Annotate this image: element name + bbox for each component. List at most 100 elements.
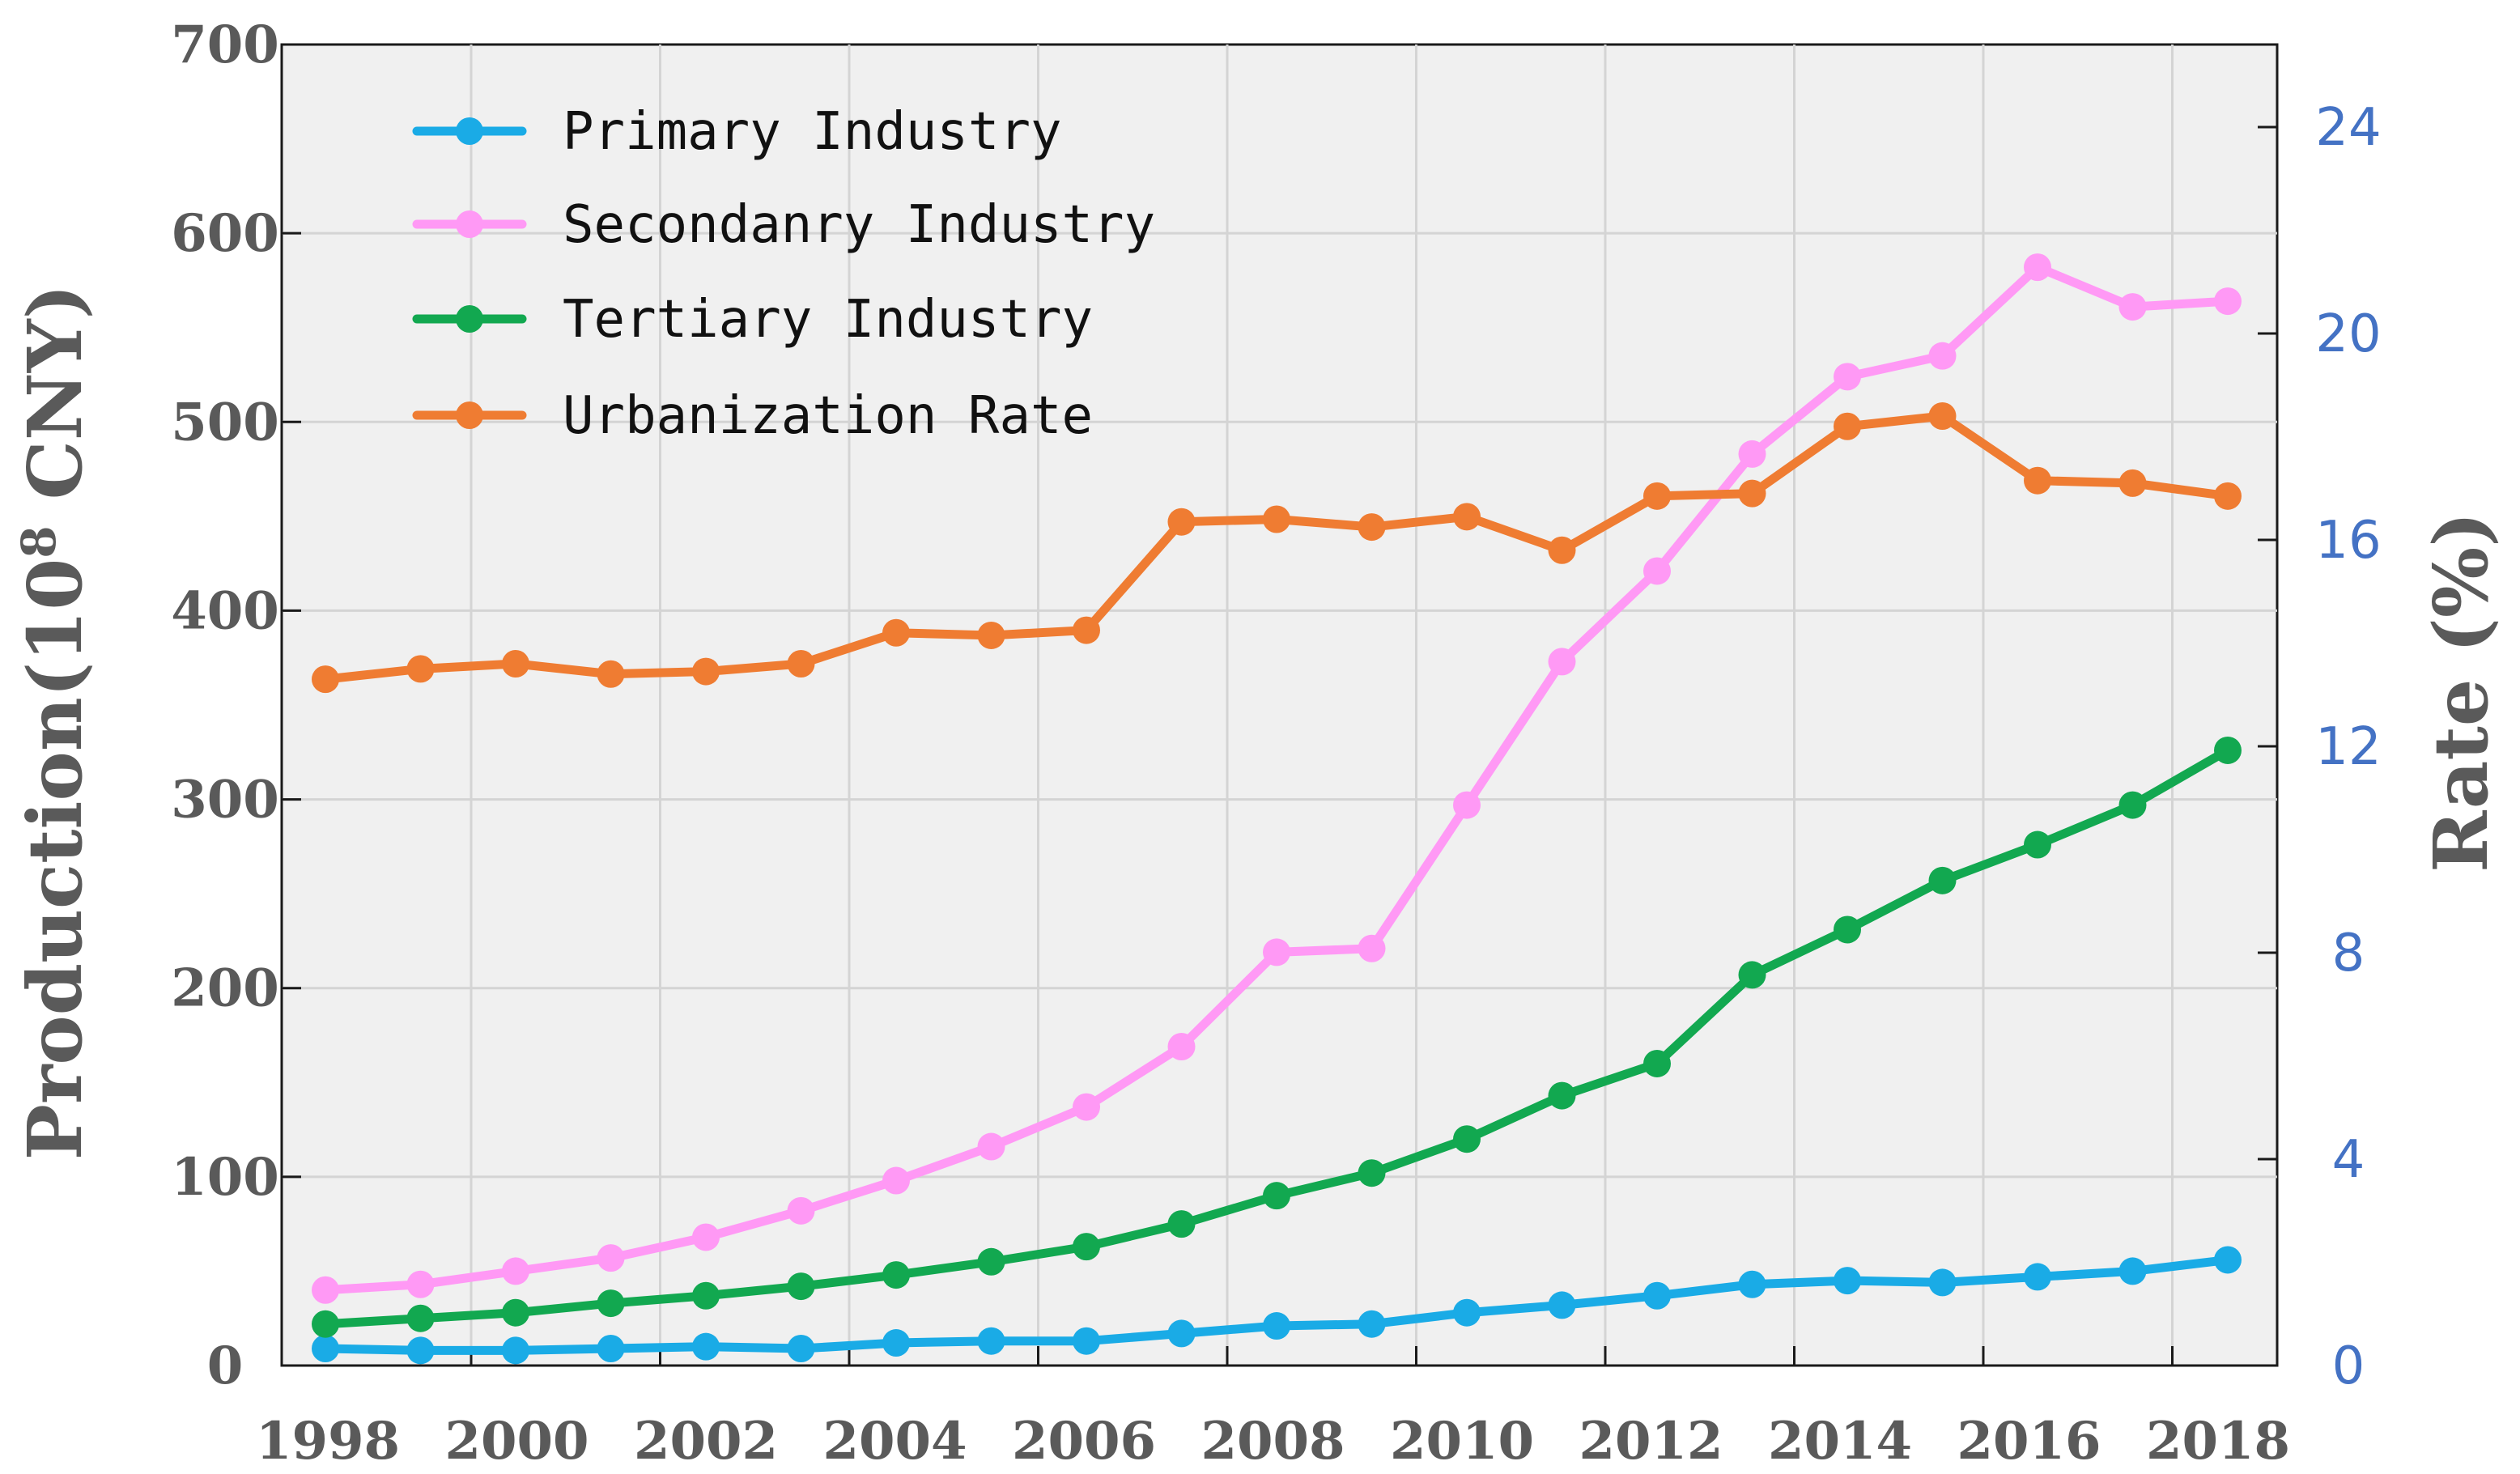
data-point [1738,440,1766,468]
x-tick-label: 2008 [1201,1411,1345,1472]
y-right-tick-label: 12 [2315,717,2381,777]
legend-marker [456,305,483,333]
data-point [597,1335,625,1363]
data-point [406,655,435,683]
data-point [1453,1298,1481,1327]
legend-label: Primary Industry [563,102,1062,162]
y-right-axis-title: Rate (%) [2417,512,2505,873]
data-point [502,1257,529,1285]
y-left-tick-label: 300 [171,770,279,830]
y-left-tick-label: 400 [171,580,279,641]
data-point [1548,1081,1576,1110]
data-point [1167,1210,1196,1238]
legend-marker [456,210,483,238]
legend-label: Secondanry Industry [563,195,1155,255]
plot-area [280,43,2279,1367]
data-point [2024,830,2051,859]
x-tick-label: 2018 [2146,1411,2290,1472]
y-right-tick-label: 4 [2332,1130,2365,1190]
data-point [2214,287,2242,316]
data-point [2024,253,2051,282]
data-point [1073,1093,1100,1121]
data-point [312,665,339,694]
data-point [1928,402,1957,430]
data-point [977,1132,1005,1161]
legend-marker [456,117,483,145]
data-point [1928,342,1957,370]
data-point [787,1335,815,1363]
data-point [1738,1270,1766,1298]
x-tick-label: 2014 [1768,1411,1912,1472]
left-axis: 0 100 200 300 400 500 600 700 [171,15,279,1396]
data-point [597,1244,625,1272]
data-point [2118,469,2147,497]
data-point [406,1270,435,1298]
data-point [787,1196,815,1225]
data-point [692,1332,720,1361]
data-point [1358,934,1386,962]
data-point [692,1223,720,1251]
data-point [882,1261,910,1289]
y-left-tick-label: 600 [171,203,279,264]
data-point [312,1335,339,1363]
data-point [1453,791,1481,819]
legend: Primary Industry Secondanry Industry Terti… [412,102,1155,446]
y-left-axis-title: Production(108 CNY) [11,284,99,1160]
y-right-tick-label: 16 [2315,511,2381,571]
y-right-tick-label: 24 [2315,98,2381,158]
data-point [1928,866,1957,894]
legend-marker [456,401,483,429]
y-right-tick-label: 0 [2332,1336,2365,1396]
data-point [2214,736,2242,764]
grid [282,45,2277,1366]
data-point [1548,648,1576,676]
x-tick-label: 2012 [1579,1411,1723,1472]
x-tick-label: 2016 [1957,1411,2101,1472]
data-point [1073,1327,1100,1355]
data-point [1643,1281,1671,1310]
data-point [1928,1268,1957,1297]
data-point [1834,1267,1861,1295]
data-point [1453,1125,1481,1153]
data-point [1358,1159,1386,1187]
x-tick-label: 2004 [822,1411,967,1472]
x-tick-label: 2010 [1390,1411,1534,1472]
y-left-tick-label: 500 [171,392,279,452]
data-point [977,1327,1005,1355]
data-point [1643,482,1671,510]
x-tick-label: 2002 [634,1411,778,1472]
data-point [1167,1319,1196,1348]
data-point [1263,505,1290,533]
data-point [692,1281,720,1310]
series-layer [312,253,2242,1365]
data-point [787,650,815,678]
data-point [1167,1032,1196,1060]
y-left-tick-label: 100 [171,1147,279,1208]
data-point [2024,466,2051,495]
data-point [406,1336,435,1365]
x-tick-label: 2000 [444,1411,589,1472]
x-axis: 1998 2000 2002 2004 2006 2008 2010 2012 2014 2016… [256,1411,2290,1472]
y-left-tick-label: 0 [207,1336,244,1396]
data-point [2214,482,2242,510]
data-point [1263,1312,1290,1340]
data-point [1263,1182,1290,1210]
data-point [502,650,529,678]
data-point [1834,915,1861,944]
tick-marks [282,43,2277,1367]
data-point [882,618,910,647]
x-tick-label: 2006 [1012,1411,1156,1472]
data-point [1167,508,1196,536]
legend-label: Tertiary Industry [563,290,1093,350]
data-point [1548,1291,1576,1319]
data-point [1453,503,1481,531]
data-point [2118,1257,2147,1285]
data-point [977,621,1005,649]
data-point [312,1276,339,1304]
x-tick-label: 1998 [256,1411,400,1472]
data-point [692,657,720,686]
data-point [882,1329,910,1357]
data-point [2118,293,2147,321]
legend-label: Urbanization Rate [563,386,1093,446]
